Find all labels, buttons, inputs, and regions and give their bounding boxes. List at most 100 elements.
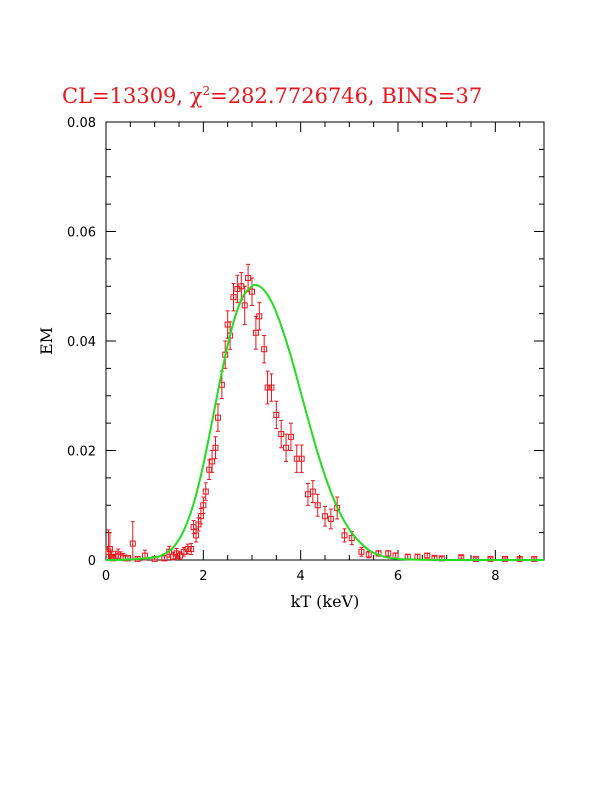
data-marker bbox=[385, 550, 392, 557]
axis-ticks bbox=[105, 121, 545, 561]
data-point bbox=[252, 315, 259, 350]
data-marker bbox=[358, 548, 365, 555]
chart-title-chi: χ bbox=[190, 84, 203, 108]
data-marker bbox=[124, 555, 131, 562]
data-marker bbox=[314, 502, 321, 509]
data-point bbox=[184, 543, 191, 555]
data-marker bbox=[273, 411, 280, 418]
data-marker bbox=[249, 288, 255, 295]
model-curve bbox=[105, 283, 544, 561]
data-points bbox=[105, 263, 538, 562]
y-tick-label: 0.02 bbox=[67, 445, 96, 460]
data-point bbox=[327, 508, 334, 530]
data-point bbox=[193, 528, 200, 543]
data-marker bbox=[264, 384, 271, 391]
data-point bbox=[278, 419, 285, 449]
data-point bbox=[341, 528, 348, 543]
data-marker bbox=[472, 555, 479, 562]
plot-frame bbox=[105, 121, 545, 561]
data-marker bbox=[531, 555, 538, 562]
data-marker bbox=[184, 546, 191, 553]
data-point bbox=[293, 444, 300, 473]
data-marker bbox=[195, 521, 202, 528]
data-point bbox=[264, 370, 271, 405]
data-point bbox=[273, 400, 280, 430]
data-point bbox=[304, 482, 311, 506]
data-point bbox=[176, 551, 183, 560]
y-tick-label: 0 bbox=[88, 554, 96, 569]
data-marker bbox=[161, 555, 168, 562]
y-tick-label: 0.08 bbox=[67, 116, 96, 131]
data-marker bbox=[241, 302, 248, 309]
tick-labels: 0 2 4 6 8 0 0.02 0.04 0.06 0.08 bbox=[67, 116, 499, 584]
data-marker bbox=[252, 329, 259, 336]
y-tick-label: 0.06 bbox=[67, 226, 96, 241]
data-marker bbox=[487, 555, 494, 562]
data-point bbox=[298, 444, 305, 473]
data-marker bbox=[200, 502, 207, 509]
data-point bbox=[414, 553, 421, 560]
data-point bbox=[161, 555, 168, 562]
chart-title: CL=13309, χ2=282.7726746, BINS=37 bbox=[62, 84, 482, 108]
data-point bbox=[200, 496, 207, 514]
x-tick-label: 0 bbox=[102, 569, 110, 584]
data-marker bbox=[170, 553, 177, 560]
data-point bbox=[230, 283, 237, 312]
data-marker bbox=[230, 294, 237, 301]
data-point bbox=[256, 302, 263, 331]
data-marker bbox=[322, 513, 328, 520]
data-marker bbox=[256, 313, 263, 320]
data-point bbox=[261, 335, 268, 364]
data-marker bbox=[209, 458, 216, 465]
data-marker bbox=[278, 431, 285, 438]
data-marker bbox=[261, 346, 268, 353]
data-marker bbox=[341, 532, 348, 539]
data-marker bbox=[298, 455, 305, 462]
data-marker bbox=[188, 546, 195, 553]
chart-title-suffix: =282.7726746, BINS=37 bbox=[210, 84, 482, 108]
data-point bbox=[214, 403, 221, 432]
data-marker bbox=[365, 551, 372, 558]
data-point bbox=[309, 480, 316, 504]
data-marker bbox=[283, 444, 290, 451]
data-point bbox=[283, 433, 290, 462]
data-point bbox=[209, 450, 216, 473]
x-tick-label: 8 bbox=[491, 569, 499, 584]
x-tick-label: 6 bbox=[394, 569, 402, 584]
y-tick-label: 0.04 bbox=[67, 335, 96, 350]
data-point bbox=[322, 505, 328, 527]
data-marker bbox=[193, 532, 200, 539]
data-point bbox=[190, 520, 197, 535]
data-marker bbox=[214, 414, 221, 421]
data-marker bbox=[327, 515, 334, 522]
data-marker bbox=[309, 488, 316, 495]
x-tick-label: 4 bbox=[297, 569, 305, 584]
data-marker bbox=[516, 555, 523, 562]
y-axis-label: EM bbox=[37, 327, 56, 355]
data-marker bbox=[202, 488, 209, 495]
data-point bbox=[385, 550, 392, 557]
chart-title-prefix: CL=13309, bbox=[62, 84, 190, 108]
data-point bbox=[268, 373, 275, 402]
data-marker bbox=[197, 513, 204, 520]
data-point bbox=[249, 277, 255, 306]
chart-title-superscript: 2 bbox=[203, 84, 211, 98]
data-point bbox=[212, 436, 219, 460]
x-tick-label: 2 bbox=[199, 569, 207, 584]
data-point bbox=[314, 493, 321, 517]
data-marker bbox=[212, 444, 219, 451]
data-marker bbox=[176, 552, 183, 559]
data-point bbox=[202, 482, 209, 501]
data-marker bbox=[287, 433, 294, 440]
data-marker bbox=[348, 535, 355, 542]
data-marker bbox=[268, 384, 275, 391]
x-axis-label: kT (keV) bbox=[291, 592, 360, 611]
data-point bbox=[424, 552, 431, 559]
data-point bbox=[358, 546, 365, 557]
data-marker bbox=[129, 540, 136, 547]
data-marker bbox=[502, 555, 509, 562]
data-point bbox=[188, 543, 195, 556]
data-marker bbox=[424, 552, 431, 559]
data-point bbox=[197, 508, 204, 525]
